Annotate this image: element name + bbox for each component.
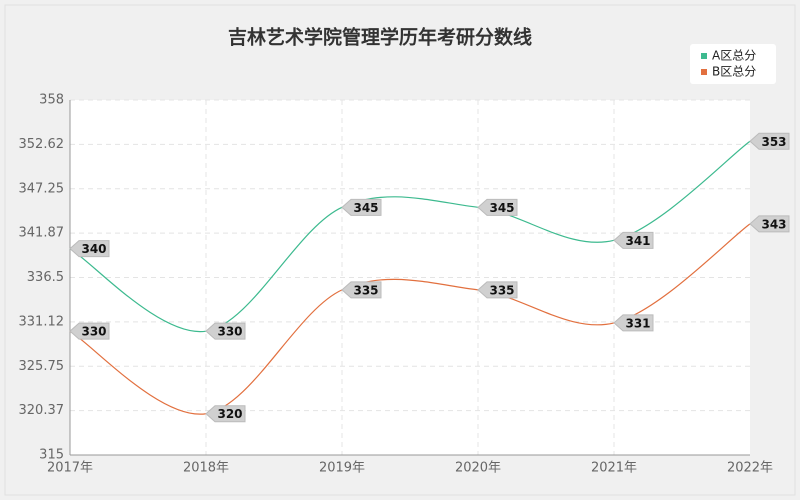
legend-label: B区总分 bbox=[712, 65, 756, 79]
data-label: 343 bbox=[761, 217, 786, 231]
x-tick-label: 2022年 bbox=[727, 461, 773, 476]
legend-swatch bbox=[701, 69, 707, 75]
legend-label: A区总分 bbox=[712, 49, 756, 63]
plot-area bbox=[70, 100, 750, 455]
data-label-tag bbox=[69, 240, 110, 258]
data-label: 345 bbox=[489, 201, 514, 215]
y-tick-label: 347.25 bbox=[19, 181, 65, 196]
data-label-tag bbox=[205, 322, 246, 340]
data-label-tag bbox=[613, 231, 654, 249]
y-tick-label: 341.87 bbox=[19, 226, 65, 241]
data-label: 330 bbox=[217, 325, 242, 339]
data-label: 345 bbox=[353, 201, 378, 215]
x-tick-label: 2019年 bbox=[319, 461, 365, 476]
data-label-tag bbox=[477, 198, 518, 216]
data-label: 340 bbox=[81, 242, 106, 256]
legend-box bbox=[690, 44, 776, 84]
data-label: 330 bbox=[81, 325, 106, 339]
data-label-tag bbox=[749, 215, 790, 233]
y-tick-label: 336.5 bbox=[27, 270, 64, 285]
y-tick-label: 325.75 bbox=[19, 359, 65, 374]
data-label: 341 bbox=[625, 234, 650, 248]
data-label-tag bbox=[341, 198, 382, 216]
data-label: 331 bbox=[625, 316, 650, 330]
legend-swatch bbox=[701, 53, 707, 59]
data-label-tag bbox=[613, 314, 654, 332]
data-label: 353 bbox=[761, 135, 786, 149]
x-tick-label: 2020年 bbox=[455, 461, 501, 476]
data-label-tag bbox=[205, 405, 246, 423]
data-label-tag bbox=[477, 281, 518, 299]
data-label-tag bbox=[69, 322, 110, 340]
y-tick-label: 358 bbox=[39, 93, 64, 108]
frame bbox=[4, 4, 796, 496]
x-tick-label: 2017年 bbox=[47, 461, 93, 476]
data-label-tag bbox=[749, 132, 790, 150]
x-tick-label: 2021年 bbox=[591, 461, 637, 476]
chart-title: 吉林艺术学院管理学历年考研分数线 bbox=[228, 26, 532, 49]
data-label: 335 bbox=[353, 283, 378, 297]
x-tick-label: 2018年 bbox=[183, 461, 229, 476]
y-tick-label: 315 bbox=[39, 448, 64, 463]
data-label-tag bbox=[341, 281, 382, 299]
data-label: 335 bbox=[489, 283, 514, 297]
y-tick-label: 352.62 bbox=[19, 137, 65, 152]
y-tick-label: 320.37 bbox=[19, 403, 65, 418]
y-tick-label: 331.12 bbox=[19, 314, 65, 329]
data-label: 320 bbox=[217, 407, 242, 421]
